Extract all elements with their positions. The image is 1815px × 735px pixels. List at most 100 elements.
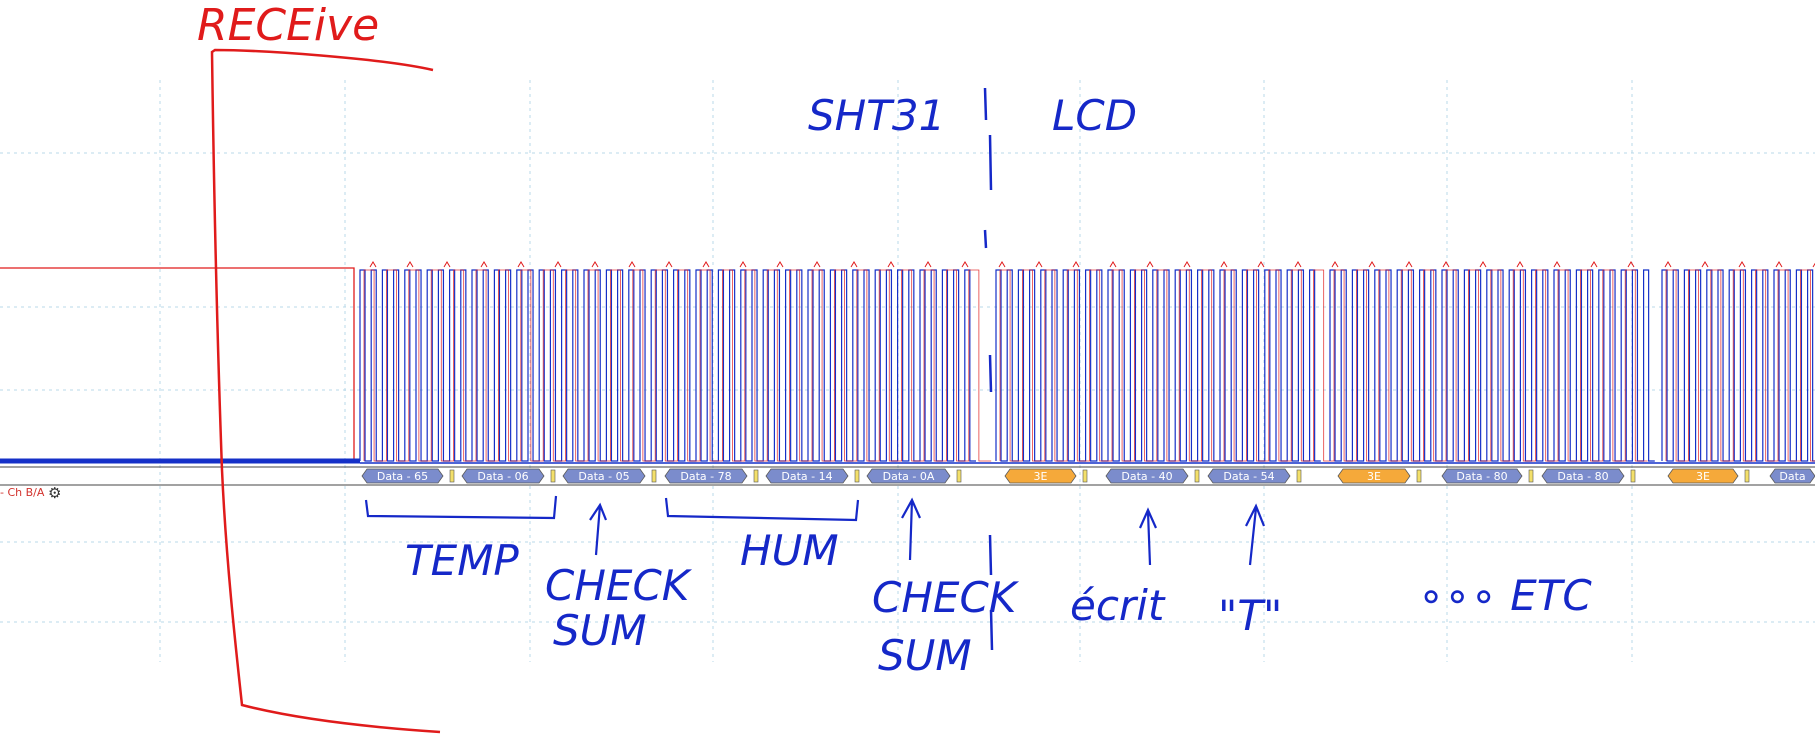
decode-packet-label: Data - 78: [680, 470, 731, 483]
decode-packet-shape: [866, 468, 951, 484]
decode-packet-shape: [562, 468, 646, 484]
temp-bracket: [364, 495, 558, 520]
ack-marker: [1194, 469, 1200, 483]
decode-packet-shape: [1004, 468, 1077, 484]
signal-glitch: [961, 261, 969, 268]
signal-glitch: [1257, 261, 1265, 268]
signal-glitch: [1479, 261, 1487, 268]
waveform-area: [0, 261, 1815, 464]
signal-glitch: [776, 261, 784, 268]
signal-glitch: [1775, 261, 1783, 268]
hum-bracket: [664, 497, 860, 522]
decode-packet[interactable]: 3E: [1004, 468, 1077, 484]
decode-packet-shape: [664, 468, 748, 484]
signal-glitch: [1220, 261, 1228, 268]
signal-glitch: [406, 261, 414, 268]
t-arrow: [1245, 503, 1266, 566]
signal-glitch: [1072, 261, 1080, 268]
signal-red-trace: [1333, 269, 1648, 462]
checksum1-annotation-2: SUM: [553, 606, 647, 655]
signal-glitch: [1738, 261, 1746, 268]
decode-packet[interactable]: Data - 80: [1541, 468, 1625, 484]
signal-glitch: [443, 261, 451, 268]
etc-annotation: ∘∘∘ ETC: [1418, 571, 1592, 620]
decode-packet[interactable]: Data - 0A: [866, 468, 951, 484]
signal-glitch: [591, 261, 599, 268]
signal-glitch: [1294, 261, 1302, 268]
signal-glitch: [1183, 261, 1191, 268]
signal-glitch: [554, 261, 562, 268]
signal-glitch: [628, 261, 636, 268]
signal-blue-trace: [1661, 269, 1815, 462]
decode-packet-label: Data - 0A: [883, 470, 935, 483]
decode-packet-label: Data - 54: [1223, 470, 1274, 483]
decode-packet-shape: [1105, 468, 1189, 484]
checksum1-arrow: [589, 502, 608, 556]
signal-glitch: [850, 261, 858, 268]
decode-packet-shape: [361, 468, 444, 484]
ack-marker: [1630, 469, 1636, 483]
ecrit-annotation: écrit: [1070, 581, 1166, 630]
decode-packet[interactable]: Data - 78: [664, 468, 748, 484]
decode-packet[interactable]: Data - 80: [1441, 468, 1523, 484]
decode-packet[interactable]: Data - 06: [461, 468, 545, 484]
signal-glitch: [1331, 261, 1339, 268]
ack-marker: [1416, 469, 1422, 483]
signal-glitch: [998, 261, 1006, 268]
ack-marker: [651, 469, 657, 483]
decode-packet-label: Data - 80: [1557, 470, 1608, 483]
signal-glitch: [1627, 261, 1635, 268]
decode-packet-shape: [1541, 468, 1625, 484]
signal-glitch: [480, 261, 488, 268]
decode-packet[interactable]: Data - 14: [765, 468, 849, 484]
signal-glitch: [1812, 262, 1815, 268]
signal-glitch: [369, 261, 377, 268]
decode-packet-label: Data - 14: [781, 470, 832, 483]
ack-marker: [956, 469, 962, 483]
signal-glitch: [813, 261, 821, 268]
hum-annotation: HUM: [740, 526, 839, 575]
signal-red-trace: [363, 269, 992, 462]
decode-bus[interactable]: Data - 65 Data - 06 Data - 05 Data - 78 Data…: [0, 466, 1815, 486]
ack-marker: [1744, 469, 1750, 483]
decode-packet[interactable]: Data: [1769, 468, 1815, 484]
checksum2-annotation: CHECK: [872, 573, 1020, 622]
signal-glitch: [1368, 261, 1376, 268]
ack-marker: [1296, 469, 1302, 483]
decode-packet[interactable]: 3E: [1337, 468, 1411, 484]
signal-red-trace: [999, 269, 1336, 462]
decode-packet-shape: [765, 468, 849, 484]
signal-glitch: [1442, 261, 1450, 268]
gear-icon[interactable]: ⚙: [48, 485, 62, 502]
ack-marker: [1528, 469, 1534, 483]
decode-packet[interactable]: Data - 05: [562, 468, 646, 484]
signal-glitch: [1553, 261, 1561, 268]
decode-packet-shape: [1769, 468, 1815, 484]
decode-packet-shape: [461, 468, 545, 484]
signal-glitch: [665, 261, 673, 268]
signal-glitch: [887, 261, 895, 268]
decode-packet[interactable]: Data - 54: [1207, 468, 1291, 484]
decode-packet-label: Data - 40: [1121, 470, 1172, 483]
decode-packet[interactable]: Data - 40: [1105, 468, 1189, 484]
signal-red-trace: [1665, 269, 1815, 462]
channel-label[interactable]: - Ch B/A: [0, 486, 45, 499]
receive-annotation: RECEive: [197, 0, 379, 51]
signal-glitch: [702, 261, 710, 268]
receive-bracket: [210, 48, 441, 734]
ack-marker: [753, 469, 759, 483]
decode-packet[interactable]: 3E: [1667, 468, 1739, 484]
decode-packet-label: Data: [1779, 470, 1805, 483]
lcd-annotation: LCD: [1052, 91, 1137, 140]
decode-packet-shape: [1667, 468, 1739, 484]
signal-glitch: [1405, 261, 1413, 268]
decode-packet-shape: [1441, 468, 1523, 484]
signal-glitch: [1035, 261, 1043, 268]
signal-glitch: [739, 261, 747, 268]
signal-blue-trace: [359, 269, 976, 462]
decode-packet[interactable]: Data - 65: [361, 468, 444, 484]
decode-packet-shape: [1207, 468, 1291, 484]
checksum2-annotation-2: SUM: [878, 631, 972, 680]
grid: [0, 80, 1815, 662]
